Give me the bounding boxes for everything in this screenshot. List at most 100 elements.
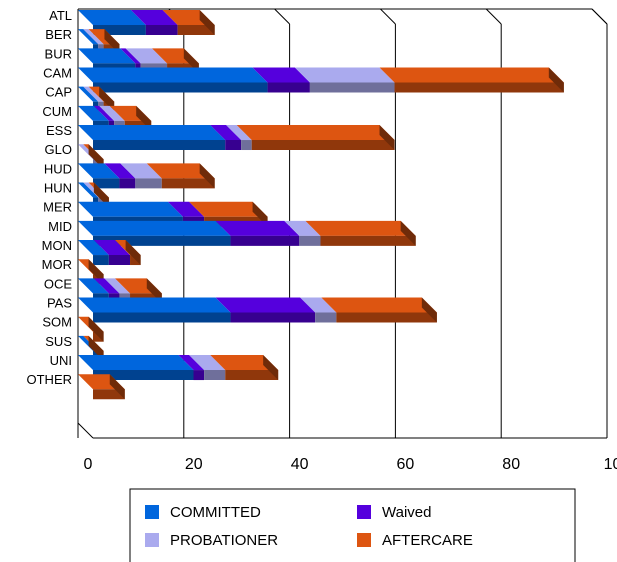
bar-end-face xyxy=(421,297,437,323)
bar-front-face xyxy=(315,312,337,323)
bar-segment xyxy=(252,67,310,93)
category-labels: ATL BER BUR CAM CAP CUM ESS GLO HUD HUN MER MID MON M… xyxy=(27,8,73,387)
legend-box xyxy=(129,488,576,562)
legend: COMMITTED Waived PROBATIONER AFTERCARE xyxy=(129,488,576,562)
bar-segment xyxy=(115,240,141,266)
bar-segment xyxy=(226,125,252,151)
bar-top-face xyxy=(210,125,242,141)
bar-segment xyxy=(210,355,279,381)
bar-top-face xyxy=(120,48,141,64)
gridline-diagonal xyxy=(591,8,608,25)
bar-front-face xyxy=(251,140,395,151)
bar-end-face xyxy=(400,220,416,246)
bar-top-face xyxy=(78,182,99,198)
bar-top-face xyxy=(78,125,226,141)
bar-top-face xyxy=(93,278,120,294)
category-label: GLO xyxy=(45,142,72,157)
bar-top-face xyxy=(120,163,162,179)
tick-label: 0 xyxy=(84,456,93,473)
bar-top-face xyxy=(78,240,109,256)
legend-swatch xyxy=(145,505,159,519)
bar-end-face xyxy=(88,259,104,285)
bar-end-face xyxy=(88,316,104,342)
category-label: MOR xyxy=(42,257,72,272)
bar-top-face xyxy=(78,355,194,371)
bar-segment xyxy=(215,297,316,323)
tick-label: 20 xyxy=(185,456,203,473)
bar-front-face xyxy=(161,178,215,189)
bar-top-face xyxy=(78,29,99,45)
bar-front-face xyxy=(119,178,136,189)
category-label: HUN xyxy=(44,181,72,196)
bar-segment xyxy=(78,316,104,342)
tick-label: 100 xyxy=(604,456,617,473)
bar-top-face xyxy=(93,105,115,121)
legend-swatch xyxy=(357,533,371,547)
bar-front-face xyxy=(177,25,215,35)
bar-segment xyxy=(178,355,205,381)
bar-front-face xyxy=(394,82,564,93)
bar-front-face xyxy=(230,235,300,246)
tick-labels: 0 20 40 60 80 100 xyxy=(84,456,617,473)
bar-front-face xyxy=(241,140,252,151)
bar-front-face xyxy=(108,255,131,266)
legend-label: Waived xyxy=(382,504,431,521)
category-label: OCE xyxy=(44,276,73,291)
bar-front-face xyxy=(309,82,395,93)
bar-segment xyxy=(78,67,268,93)
category-label: ATL xyxy=(49,8,72,23)
bar-segment xyxy=(120,163,162,189)
bar-end-face xyxy=(109,374,125,400)
bar-front-face xyxy=(193,370,205,381)
bar-segment xyxy=(294,67,395,93)
bar-front-face xyxy=(93,370,194,381)
category-label: HUD xyxy=(44,161,72,176)
bar-top-face xyxy=(78,297,231,313)
bar-segment xyxy=(78,355,194,381)
bar-end-face xyxy=(88,144,104,170)
category-label: BER xyxy=(45,27,72,42)
legend-swatch xyxy=(145,533,159,547)
bar-front-face xyxy=(93,140,226,151)
bar-front-face xyxy=(230,312,316,323)
bar-front-face xyxy=(93,178,120,189)
bar-top-face xyxy=(167,201,205,217)
bar-top-face xyxy=(215,220,300,236)
category-label: MER xyxy=(43,200,72,215)
bar-front-face xyxy=(93,312,231,323)
bar-top-face xyxy=(210,355,279,371)
bar-segment xyxy=(210,125,242,151)
bar-top-face xyxy=(252,67,310,83)
legend-label: AFTERCARE xyxy=(382,532,473,549)
bar-top-face xyxy=(146,163,215,179)
bar-end-face xyxy=(252,201,268,227)
bar-top-face xyxy=(189,355,226,371)
bar-end-face xyxy=(263,355,279,381)
bar-top-face xyxy=(78,220,231,236)
bar-top-face xyxy=(125,48,168,64)
bar-end-face xyxy=(136,105,152,131)
bar-top-face xyxy=(83,29,104,45)
bar-top-face xyxy=(305,220,416,236)
bar-top-face xyxy=(294,67,395,83)
bar-end-face xyxy=(88,335,104,361)
bar-segment xyxy=(78,240,109,266)
bar-top-face xyxy=(78,278,109,294)
bar-front-face xyxy=(145,25,178,35)
bar-top-face xyxy=(236,125,395,141)
bar-front-face xyxy=(336,312,437,323)
bar-end-face xyxy=(199,10,215,35)
category-label: MON xyxy=(42,238,72,253)
bar-top-face xyxy=(379,67,564,83)
bar-segment xyxy=(321,297,437,323)
category-label: UNI xyxy=(50,353,72,368)
bar-front-face xyxy=(267,82,310,93)
legend-swatch xyxy=(357,505,371,519)
bar-front-face xyxy=(93,82,268,93)
floor-corner xyxy=(77,422,94,439)
bar-top-face xyxy=(215,297,316,313)
bar-front-face xyxy=(225,370,279,381)
bar-top-face xyxy=(178,355,205,371)
bar-end-face xyxy=(146,278,162,304)
category-label: CAP xyxy=(45,85,72,100)
